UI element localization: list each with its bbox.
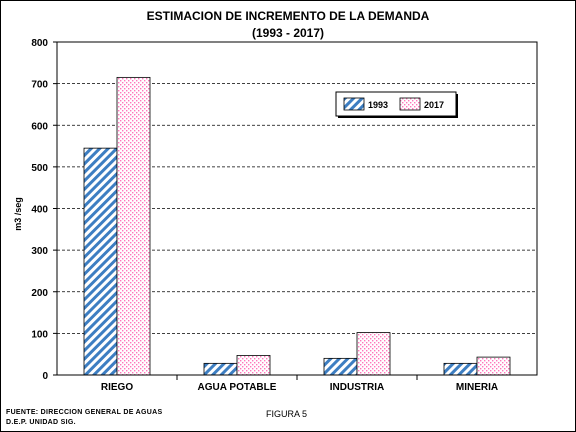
x-tick-label: RIEGO [101,382,133,393]
y-tick-label: 700 [31,80,48,91]
y-tick-label: 0 [42,371,48,382]
bar-1993-3 [443,362,478,376]
legend-label-1993: 1993 [368,100,388,110]
tick-labels: 0 100 200 300 400 500 600 700 800 RIEGO AGUA POTAB… [31,38,498,393]
bars [83,76,511,376]
plot-area-border [56,41,538,376]
legend-swatch-1993 [343,97,365,111]
bar-1993-0 [83,147,118,376]
x-tick-label: MINERIA [456,382,498,393]
y-tick-label: 600 [31,121,48,132]
bar-2017-3 [476,356,511,376]
y-tick-label: 300 [31,246,48,257]
legend-swatch-2017 [399,97,421,111]
chart-subtitle: (1993 - 2017) [251,26,325,40]
footer-source-line1: FUENTE: DIRECCION GENERAL DE AGUAS [6,409,163,416]
legend: 1993 2017 [335,91,458,118]
bar-2017-2 [356,332,391,376]
bar-1993-2 [323,357,358,376]
y-tick-label: 100 [31,329,48,340]
axes [53,41,538,380]
chart-title: ESTIMACION DE INCREMENTO DE LA DEMANDA [146,9,430,23]
figure-label: FIGURA 5 [266,409,308,419]
y-tick-label: 400 [31,205,48,216]
bar-1993-1 [203,362,238,376]
y-tick-label: 800 [31,38,48,49]
bar-2017-0 [116,76,151,376]
legend-label-2017: 2017 [424,100,444,110]
bar-2017-1 [236,355,271,376]
footer-source-line2: D.E.P. UNIDAD SIG. [6,419,76,426]
y-tick-label: 500 [31,163,48,174]
y-tick-label: 200 [31,288,48,299]
x-tick-label: AGUA POTABLE [198,382,277,393]
x-tick-label: INDUSTRIA [330,382,384,393]
